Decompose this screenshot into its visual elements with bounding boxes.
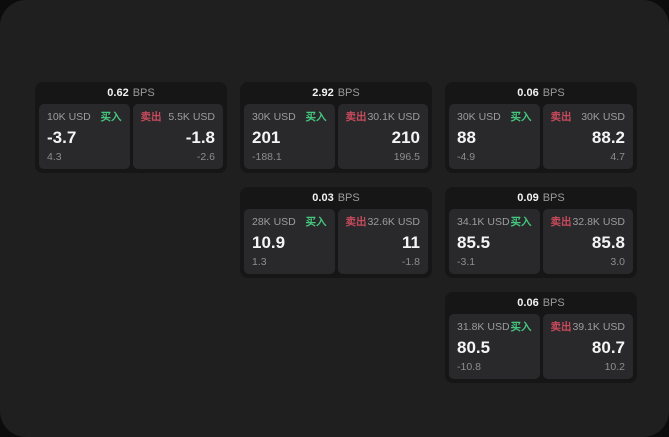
quote-card: 0.62 BPS 10K USD 买入 -3.7 4.3 卖出 5.5K USD bbox=[35, 82, 227, 173]
bps-unit: BPS bbox=[542, 87, 565, 99]
buy-change: 4.3 bbox=[47, 151, 62, 163]
sell-panel[interactable]: 卖出 30.1K USD 210 196.5 bbox=[337, 104, 428, 169]
bps-unit: BPS bbox=[542, 297, 565, 309]
buy-change: -3.1 bbox=[457, 256, 476, 268]
bps-header: 0.62 BPS bbox=[39, 82, 223, 104]
buy-change: -4.9 bbox=[457, 151, 476, 163]
sell-change: -1.8 bbox=[401, 256, 420, 268]
bps-header: 0.03 BPS bbox=[244, 187, 428, 209]
buy-panel[interactable]: 34.1K USD 买入 85.5 -3.1 bbox=[449, 209, 540, 274]
buy-panel[interactable]: 10K USD 买入 -3.7 4.3 bbox=[39, 104, 130, 169]
sell-amount: 32.8K USD bbox=[572, 216, 625, 228]
sell-side-label: 卖出 bbox=[550, 321, 572, 333]
buy-price: 85.5 bbox=[457, 232, 491, 252]
sell-change: 196.5 bbox=[393, 151, 420, 163]
bps-value: 0.09 bbox=[517, 192, 539, 204]
sell-amount: 32.6K USD bbox=[367, 216, 420, 228]
buy-change: -10.8 bbox=[457, 361, 481, 373]
sell-change: 3.0 bbox=[610, 256, 625, 268]
buy-price: 80.5 bbox=[457, 337, 491, 357]
sell-amount: 39.1K USD bbox=[572, 321, 625, 333]
buy-price: -3.7 bbox=[47, 127, 77, 147]
sell-price: -1.8 bbox=[185, 127, 215, 147]
buy-price: 10.9 bbox=[252, 232, 286, 252]
buy-price: 201 bbox=[252, 127, 281, 147]
buy-panel[interactable]: 30K USD 买入 201 -188.1 bbox=[244, 104, 335, 169]
sell-side-label: 卖出 bbox=[550, 111, 572, 123]
quote-card: 2.92 BPS 30K USD 买入 201 -188.1 卖出 30.1K … bbox=[240, 82, 432, 173]
buy-amount: 28K USD bbox=[252, 216, 296, 228]
bps-unit: BPS bbox=[132, 87, 155, 99]
sell-change: 10.2 bbox=[604, 361, 625, 373]
quote-cards-grid: 0.62 BPS 10K USD 买入 -3.7 4.3 卖出 5.5K USD bbox=[35, 82, 637, 383]
sell-change: -2.6 bbox=[196, 151, 215, 163]
buy-amount: 30K USD bbox=[457, 111, 501, 123]
buy-side-label: 买入 bbox=[510, 216, 532, 228]
sell-side-label: 卖出 bbox=[140, 111, 162, 123]
buy-change: 1.3 bbox=[252, 256, 267, 268]
sell-price: 80.7 bbox=[591, 337, 625, 357]
sell-side-label: 卖出 bbox=[345, 216, 367, 228]
buy-amount: 10K USD bbox=[47, 111, 91, 123]
sell-amount: 30.1K USD bbox=[367, 111, 420, 123]
sell-amount: 5.5K USD bbox=[168, 111, 215, 123]
buy-panel[interactable]: 30K USD 买入 88 -4.9 bbox=[449, 104, 540, 169]
bps-value: 2.92 bbox=[312, 87, 334, 99]
buy-change: -188.1 bbox=[252, 151, 282, 163]
buy-side-label: 买入 bbox=[305, 216, 327, 228]
sell-side-label: 卖出 bbox=[550, 216, 572, 228]
buy-side-label: 买入 bbox=[100, 111, 122, 123]
sell-price: 85.8 bbox=[591, 232, 625, 252]
bps-value: 0.62 bbox=[107, 87, 129, 99]
buy-side-label: 买入 bbox=[510, 111, 532, 123]
quote-card: 0.09 BPS 34.1K USD 买入 85.5 -3.1 卖出 32.8K… bbox=[445, 187, 637, 278]
sell-change: 4.7 bbox=[610, 151, 625, 163]
sell-panel[interactable]: 卖出 39.1K USD 80.7 10.2 bbox=[542, 314, 633, 379]
sell-price: 88.2 bbox=[591, 127, 625, 147]
sell-panel[interactable]: 卖出 30K USD 88.2 4.7 bbox=[542, 104, 633, 169]
bps-header: 2.92 BPS bbox=[244, 82, 428, 104]
buy-amount: 34.1K USD bbox=[457, 216, 510, 228]
quote-card: 0.06 BPS 31.8K USD 买入 80.5 -10.8 卖出 39.1… bbox=[445, 292, 637, 383]
buy-panel[interactable]: 31.8K USD 买入 80.5 -10.8 bbox=[449, 314, 540, 379]
bps-value: 0.06 bbox=[517, 297, 539, 309]
bps-header: 0.06 BPS bbox=[449, 82, 633, 104]
buy-amount: 30K USD bbox=[252, 111, 296, 123]
sell-price: 210 bbox=[391, 127, 420, 147]
bps-unit: BPS bbox=[337, 192, 360, 204]
quote-card: 0.06 BPS 30K USD 买入 88 -4.9 卖出 30K USD bbox=[445, 82, 637, 173]
bps-value: 0.03 bbox=[312, 192, 334, 204]
bps-value: 0.06 bbox=[517, 87, 539, 99]
sell-side-label: 卖出 bbox=[345, 111, 367, 123]
buy-amount: 31.8K USD bbox=[457, 321, 510, 333]
bps-unit: BPS bbox=[337, 87, 360, 99]
sell-panel[interactable]: 卖出 32.8K USD 85.8 3.0 bbox=[542, 209, 633, 274]
bps-header: 0.09 BPS bbox=[449, 187, 633, 209]
buy-price: 88 bbox=[457, 127, 476, 147]
buy-side-label: 买入 bbox=[305, 111, 327, 123]
bps-header: 0.06 BPS bbox=[449, 292, 633, 314]
bps-unit: BPS bbox=[542, 192, 565, 204]
sell-panel[interactable]: 卖出 5.5K USD -1.8 -2.6 bbox=[132, 104, 223, 169]
buy-panel[interactable]: 28K USD 买入 10.9 1.3 bbox=[244, 209, 335, 274]
buy-side-label: 买入 bbox=[510, 321, 532, 333]
sell-amount: 30K USD bbox=[581, 111, 625, 123]
sell-price: 11 bbox=[402, 232, 420, 252]
quote-card: 0.03 BPS 28K USD 买入 10.9 1.3 卖出 32.6K US… bbox=[240, 187, 432, 278]
sell-panel[interactable]: 卖出 32.6K USD 11 -1.8 bbox=[337, 209, 428, 274]
